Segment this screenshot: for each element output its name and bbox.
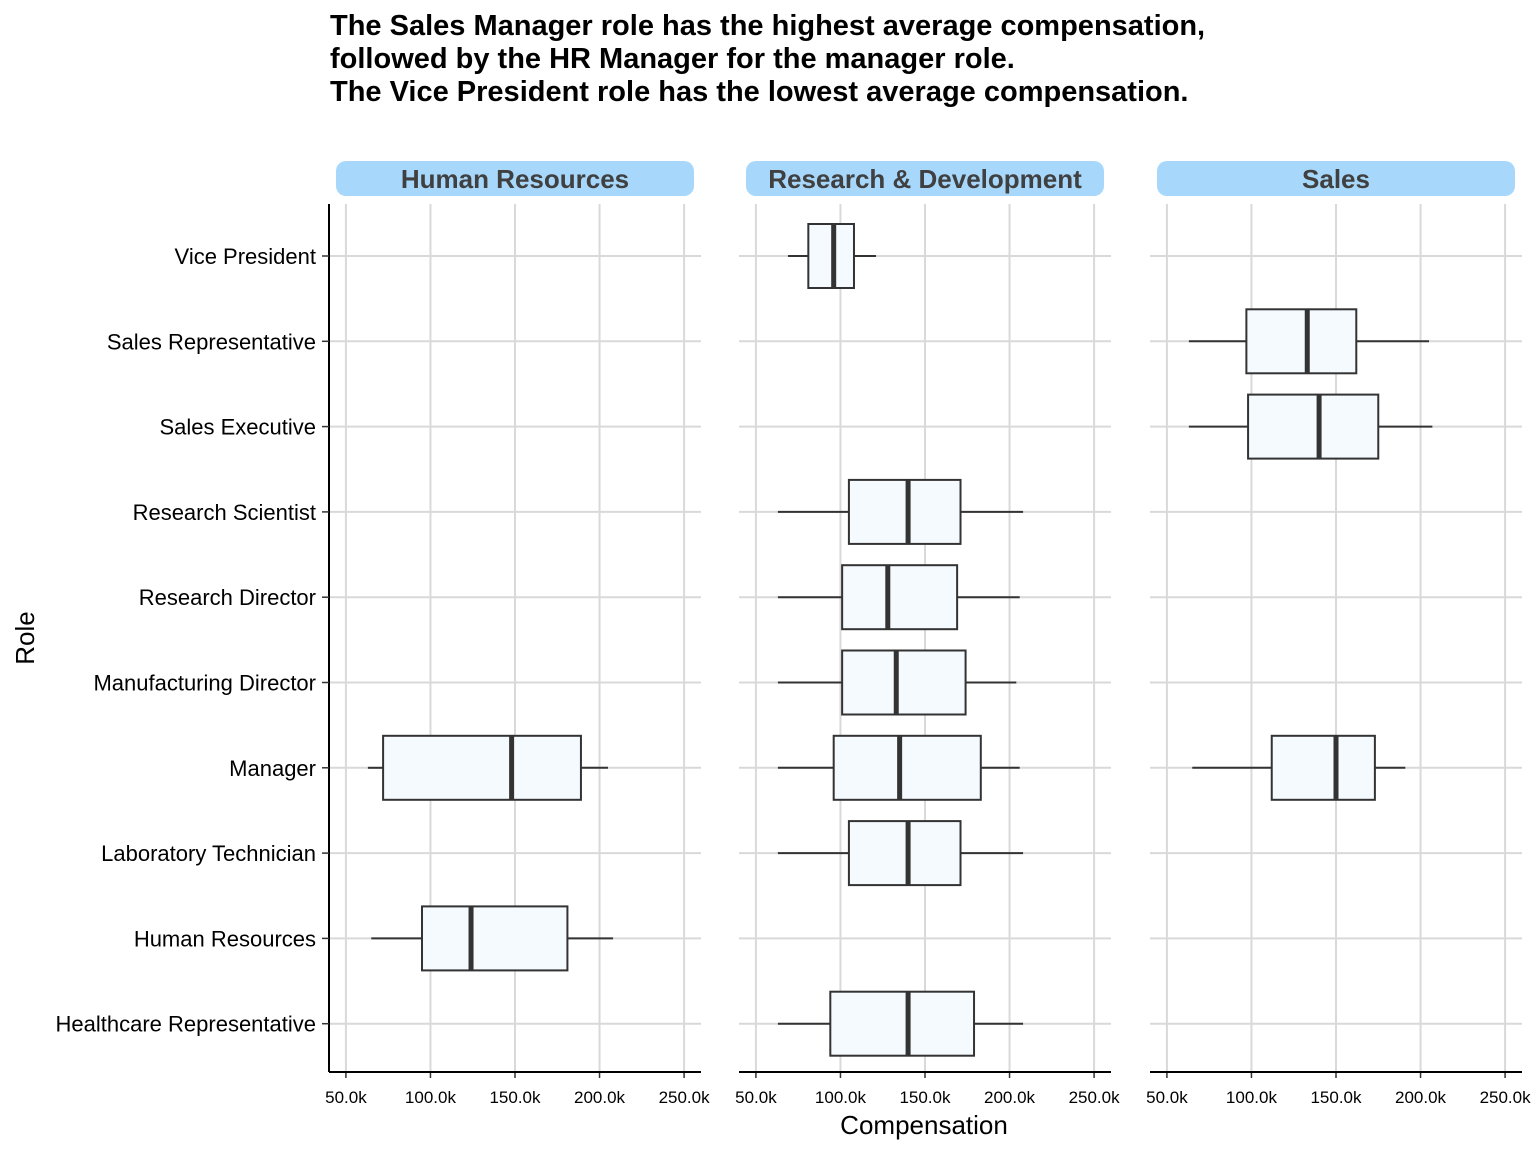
facet-strip-label: Human Resources (401, 164, 629, 194)
title-line-3: The Vice President role has the lowest a… (330, 76, 1189, 108)
x-tick-label: 200.0k (984, 1088, 1036, 1107)
facet-panel-1: Human Resources 50.0k 100.0k 150.0k 200.0k 25… (325, 161, 710, 1107)
x-tick-label: 50.0k (735, 1088, 777, 1107)
y-axis-title: Role (10, 611, 40, 664)
box-research-director (777, 564, 1020, 631)
x-tick-label: 50.0k (325, 1088, 367, 1107)
x-tick-label: 100.0k (405, 1088, 457, 1107)
box-vice-president (788, 223, 876, 289)
box-iqr (382, 734, 582, 801)
x-axis-title: Compensation (840, 1110, 1008, 1140)
box-iqr (841, 649, 967, 716)
box-manager (777, 734, 1020, 801)
y-tick-label: Vice President (175, 244, 316, 269)
chart-title: The Sales Manager role has the highest a… (330, 10, 1480, 109)
y-tick-label: Laboratory Technician (101, 841, 316, 866)
box-iqr (1245, 308, 1358, 375)
box-iqr (829, 990, 976, 1057)
box-laboratory-technician (777, 820, 1024, 887)
box-iqr (847, 820, 962, 887)
y-tick-label: Manufacturing Director (93, 671, 316, 696)
x-tick-label: 150.0k (489, 1088, 541, 1107)
y-tick-label: Healthcare Representative (56, 1012, 316, 1037)
x-tick-label: 200.0k (574, 1088, 626, 1107)
facet-strip-label: Sales (1302, 164, 1370, 194)
box-human-resources (371, 905, 614, 972)
x-tick-label: 150.0k (1310, 1088, 1362, 1107)
box-manager (1192, 734, 1406, 801)
facet-strip (336, 161, 694, 196)
facet-panel-2: Research & Development 50.0k 100.0k 150.0k 2… (735, 161, 1120, 1107)
box-manufacturing-director (777, 649, 1017, 716)
title-line-1: The Sales Manager role has the highest a… (330, 10, 1206, 42)
x-tick-label: 200.0k (1395, 1088, 1447, 1107)
box-iqr (421, 905, 569, 972)
box-iqr (1270, 734, 1376, 801)
y-tick-label: Sales Executive (159, 415, 316, 440)
x-tick-label: 100.0k (1226, 1088, 1278, 1107)
box-sales-executive (1188, 393, 1433, 460)
y-tick-label: Research Scientist (133, 500, 316, 525)
y-tick-label: Research Director (139, 585, 316, 610)
box-iqr (1247, 393, 1380, 460)
box-sales-representative (1188, 308, 1429, 375)
box-iqr (841, 564, 959, 631)
y-tick-label: Human Resources (134, 926, 316, 951)
x-tick-label: 250.0k (659, 1088, 711, 1107)
x-tick-label: 250.0k (1480, 1088, 1532, 1107)
y-tick-label: Sales Representative (107, 329, 316, 354)
box-iqr (847, 478, 962, 545)
facet-strip (746, 161, 1104, 196)
x-tick-label: 50.0k (1146, 1088, 1188, 1107)
box-iqr (807, 223, 855, 289)
box-manager (367, 734, 608, 801)
facet-panel-3: Sales 50.0k 100.0k 150.0k 200.0k 250.0k (1146, 161, 1531, 1107)
box-healthcare-representative (777, 990, 1024, 1057)
y-tick-label: Manager (229, 756, 316, 781)
box-research-scientist (777, 478, 1024, 545)
x-tick-label: 100.0k (815, 1088, 867, 1107)
box-iqr (832, 734, 982, 801)
facet-strip (1157, 161, 1515, 196)
title-line-2: followed by the HR Manager for the manag… (330, 43, 1015, 75)
facet-strip-label: Research & Development (768, 164, 1082, 194)
x-tick-label: 150.0k (899, 1088, 951, 1107)
x-tick-label: 250.0k (1069, 1088, 1121, 1107)
